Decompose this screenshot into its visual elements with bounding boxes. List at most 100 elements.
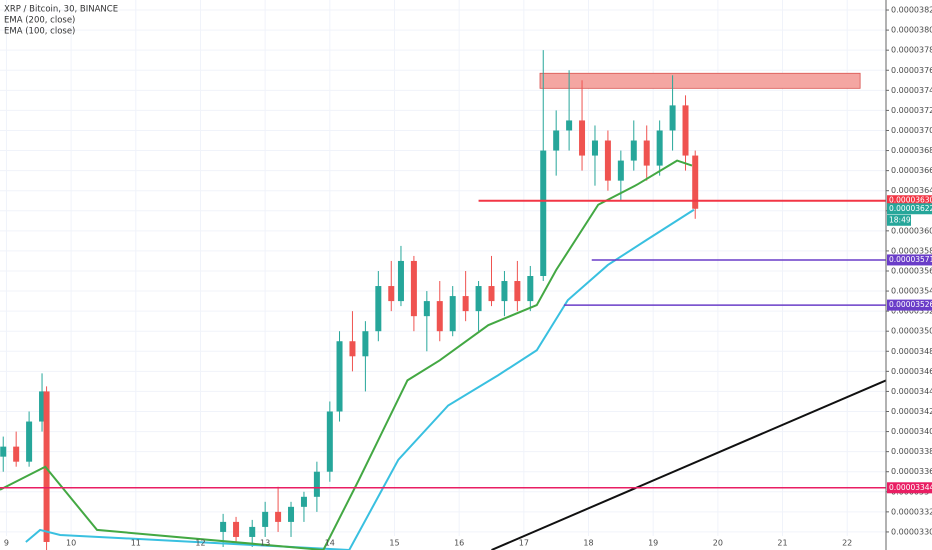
y-tick-label: 0.00003820 [891,6,932,15]
candle-body [617,160,624,181]
x-tick-label: 12 [195,539,205,548]
candle-body [579,120,586,156]
x-tick-label: 15 [389,539,399,548]
x-tick-label: 17 [519,539,529,548]
candle-body [514,281,521,302]
candle-body [540,150,547,277]
candle-body [233,521,240,537]
candle-body [669,105,676,131]
last-price-label: 0.00003622 [889,204,932,213]
candle-body [262,511,269,527]
chart-title: XRP / Bitcoin, 30, BINANCE [4,5,118,15]
candle-body [249,526,256,537]
x-tick-label: 16 [454,539,464,548]
legend-entry: EMA (100, close) [4,27,75,37]
candle-body [410,260,417,317]
ema-line [0,159,693,550]
candle-body [288,506,295,522]
resistance-zone [539,72,861,89]
candle-body [13,446,20,462]
candle-body [220,521,227,532]
countdown-bg [887,214,911,226]
level-label: 0.00003630 [889,196,932,205]
candle-body [43,391,50,542]
candle-body [313,471,320,497]
level-label: 0.00003526 [889,300,932,309]
candle-body [326,411,333,472]
x-tick-label: 9 [4,539,9,548]
price-axis: 0.000033000.000033200.000033400.00003360… [4,6,932,548]
candle-body [362,331,369,357]
x-tick-label: 11 [131,539,141,548]
level-label: 0.00003344 [889,483,932,492]
candle-body [475,286,482,312]
x-tick-label: 10 [66,539,76,548]
level-badge-bg [887,482,932,494]
candle-body [300,496,307,507]
x-tick-label: 18 [583,539,593,548]
x-tick-label: 22 [842,539,852,548]
plot-area [0,50,886,550]
candle-body [275,511,282,522]
x-tick-label: 13 [260,539,270,548]
candle-body [0,446,7,457]
candle-body [449,296,456,332]
x-tick-label: 20 [713,539,723,548]
level-badge-bg [887,254,932,266]
level-label: 0.00003571 [889,255,932,264]
candle-body [349,341,356,357]
trendline [491,379,886,550]
candle-body [692,155,699,209]
candle-body [436,301,443,332]
countdown-label: 18:49 [889,215,911,224]
candle-body [336,341,343,412]
candle-body [375,286,382,332]
level-badge-bg [887,195,932,207]
candle-body [488,286,495,302]
candle-body [682,105,689,156]
candle-body [423,301,430,317]
candle-body [39,391,46,422]
legend-entry: EMA (200, close) [4,16,75,26]
candle-body [501,281,508,302]
candle-body [604,140,611,181]
candle-body [656,130,663,166]
candle-body [643,140,650,166]
candle-body [397,260,404,302]
candle-body [527,276,534,302]
x-tick-label: 14 [325,539,335,548]
candle-body [566,120,573,131]
x-tick-label: 21 [777,539,787,548]
last-price-badge-bg [887,203,932,215]
candle-body [630,140,637,161]
x-tick-label: 19 [648,539,658,548]
ema-line [25,208,695,550]
grid [0,0,886,536]
candle-body [388,286,395,302]
candle-body [591,140,598,156]
